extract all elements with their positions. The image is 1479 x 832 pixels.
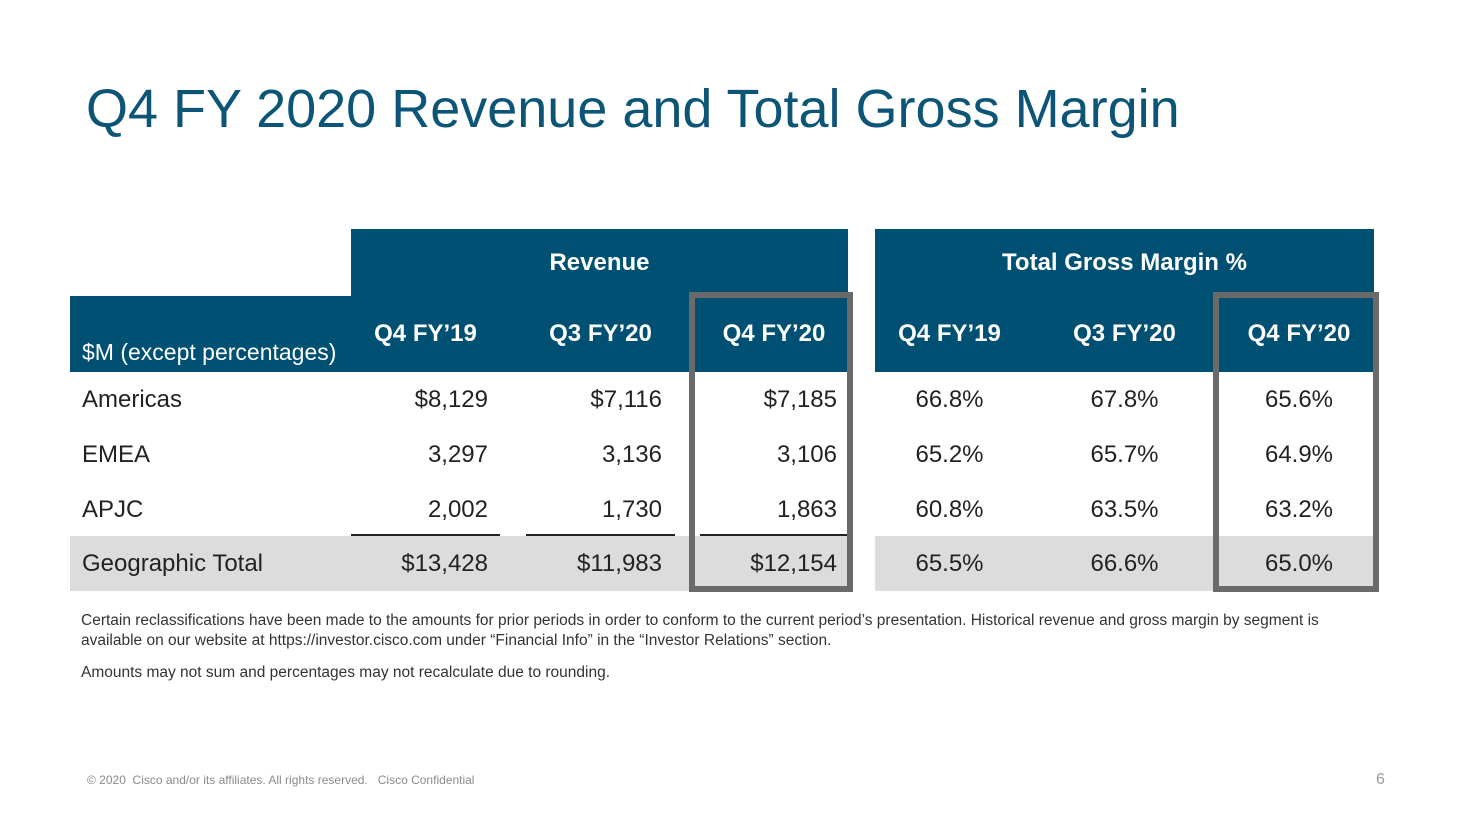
subtotal-underline bbox=[700, 534, 848, 536]
revenue-group-header: Revenue bbox=[351, 229, 848, 297]
footer-copyright: © 2020 Cisco and/or its affiliates. All … bbox=[87, 773, 475, 787]
margin-cell: 65.6% bbox=[1264, 385, 1334, 413]
table-row: EMEA 3,297 3,136 3,106 65.2% 65.7% 64.9% bbox=[70, 427, 1374, 482]
margin-cell: 66.8% bbox=[915, 385, 984, 413]
total-row-bg-margin bbox=[875, 536, 1374, 591]
row-label: APJC bbox=[82, 495, 144, 523]
col-rev-q3fy20: Q3 FY’20 bbox=[549, 320, 652, 347]
table-row: APJC 2,002 1,730 1,863 60.8% 63.5% 63.2% bbox=[70, 482, 1374, 537]
margin-cell: 65.0% bbox=[1264, 549, 1334, 577]
revenue-cell: 2,002 bbox=[427, 495, 488, 523]
revenue-cell: 3,136 bbox=[601, 440, 662, 468]
margin-cell: 65.5% bbox=[915, 549, 984, 577]
col-gm-q3fy20: Q3 FY’20 bbox=[1073, 320, 1176, 347]
margin-cell: 66.6% bbox=[1090, 549, 1159, 577]
revenue-cell: $12,154 bbox=[750, 549, 837, 577]
revenue-cell: $8,129 bbox=[414, 385, 488, 413]
table-row: Americas $8,129 $7,116 $7,185 66.8% 67.8… bbox=[70, 372, 1374, 427]
revenue-cell: 1,730 bbox=[601, 495, 662, 523]
col-gm-q4fy19: Q4 FY’19 bbox=[898, 320, 1001, 347]
margin-cell: 63.5% bbox=[1090, 495, 1159, 523]
header-row-margin bbox=[875, 296, 1374, 372]
revenue-cell: 1,863 bbox=[776, 495, 837, 523]
row-label: Geographic Total bbox=[82, 549, 264, 577]
row-header-label: $M (except percentages) bbox=[82, 339, 337, 365]
rounding-note: Amounts may not sum and percentages may … bbox=[81, 664, 611, 681]
total-row-bg-revenue bbox=[70, 536, 848, 591]
revenue-cell: $7,116 bbox=[590, 385, 662, 413]
margin-cell: 65.7% bbox=[1090, 440, 1159, 468]
subtotal-underline bbox=[351, 534, 500, 536]
margin-cell: 67.8% bbox=[1090, 385, 1159, 413]
total-row: Geographic Total $13,428 $11,983 $12,154… bbox=[70, 536, 1374, 591]
page-number: 6 bbox=[1376, 771, 1385, 788]
margin-cell: 64.9% bbox=[1264, 440, 1334, 468]
row-label: Americas bbox=[82, 385, 183, 413]
margin-cell: 63.2% bbox=[1264, 495, 1334, 523]
page-title: Q4 FY 2020 Revenue and Total Gross Margi… bbox=[86, 79, 1180, 139]
col-gm-q4fy20: Q4 FY’20 bbox=[1247, 320, 1351, 347]
revenue-cell: $13,428 bbox=[401, 549, 488, 577]
row-label: EMEA bbox=[82, 440, 151, 468]
subtotal-underline bbox=[526, 534, 675, 536]
highlight-box-revenue-q4fy20 bbox=[689, 292, 853, 592]
revenue-cell: $11,983 bbox=[577, 549, 662, 577]
revenue-cell: 3,297 bbox=[427, 440, 488, 468]
margin-cell: 60.8% bbox=[915, 495, 984, 523]
col-rev-q4fy20: Q4 FY’20 bbox=[722, 320, 826, 347]
col-rev-q4fy19: Q4 FY’19 bbox=[374, 320, 477, 347]
margin-cell: 65.2% bbox=[915, 440, 984, 468]
highlight-box-margin-q4fy20 bbox=[1213, 292, 1379, 592]
revenue-cell: $7,185 bbox=[763, 385, 837, 413]
revenue-cell: 3,106 bbox=[776, 440, 837, 468]
margin-group-header: Total Gross Margin % bbox=[875, 229, 1374, 297]
header-row-revenue: $M (except percentages) bbox=[70, 296, 848, 372]
reclassification-note: Certain reclassifications have been made… bbox=[81, 612, 1319, 649]
